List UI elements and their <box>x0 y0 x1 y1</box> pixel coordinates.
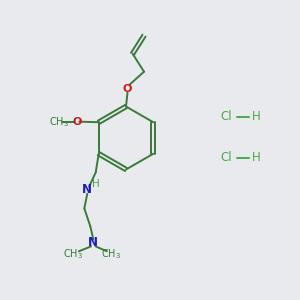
Text: O: O <box>72 117 82 127</box>
Text: H: H <box>92 179 100 189</box>
Text: N: N <box>88 236 98 249</box>
Text: H: H <box>252 151 261 164</box>
Text: CH$_3$: CH$_3$ <box>49 115 68 128</box>
Text: Cl: Cl <box>221 110 232 124</box>
Text: CH$_3$: CH$_3$ <box>101 247 121 261</box>
Text: H: H <box>252 110 261 124</box>
Text: N: N <box>82 183 92 196</box>
Text: O: O <box>123 84 132 94</box>
Text: Cl: Cl <box>221 151 232 164</box>
Text: CH$_3$: CH$_3$ <box>63 247 83 261</box>
